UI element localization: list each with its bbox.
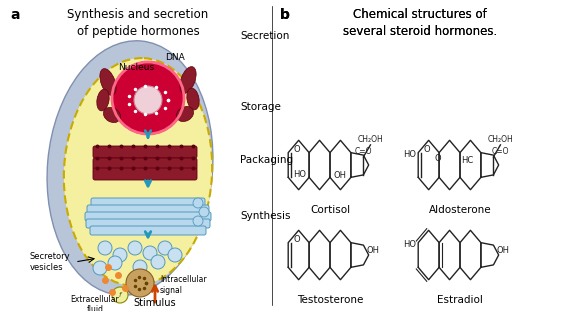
Circle shape xyxy=(143,246,157,260)
Text: O: O xyxy=(293,235,300,244)
Text: O: O xyxy=(293,145,300,154)
Ellipse shape xyxy=(64,58,212,286)
Text: Packaging: Packaging xyxy=(240,155,293,165)
Ellipse shape xyxy=(47,41,213,295)
Ellipse shape xyxy=(100,69,116,95)
Ellipse shape xyxy=(176,106,193,122)
Text: O: O xyxy=(435,154,442,163)
Circle shape xyxy=(126,269,154,297)
Text: HC: HC xyxy=(461,156,473,165)
Text: Chemical structures of
several steroid hormones.: Chemical structures of several steroid h… xyxy=(343,8,497,38)
FancyBboxPatch shape xyxy=(90,226,206,235)
Circle shape xyxy=(151,255,165,269)
Text: OH: OH xyxy=(366,246,379,255)
Text: O: O xyxy=(424,145,430,154)
Ellipse shape xyxy=(180,67,196,93)
Text: b: b xyxy=(280,8,290,22)
Circle shape xyxy=(113,248,127,262)
Ellipse shape xyxy=(97,89,109,111)
Text: Extracellular
fluid: Extracellular fluid xyxy=(71,295,120,311)
Circle shape xyxy=(168,248,182,262)
Text: CH₂OH: CH₂OH xyxy=(488,135,513,144)
Text: b: b xyxy=(280,8,290,22)
Circle shape xyxy=(193,198,203,208)
Text: Nucleus: Nucleus xyxy=(118,63,154,72)
Circle shape xyxy=(108,256,122,270)
Text: OH: OH xyxy=(497,246,509,255)
Text: OH: OH xyxy=(334,171,347,180)
Circle shape xyxy=(93,261,107,275)
Text: HO: HO xyxy=(293,170,306,179)
Circle shape xyxy=(112,287,128,303)
FancyBboxPatch shape xyxy=(93,146,197,158)
FancyBboxPatch shape xyxy=(93,168,197,180)
FancyBboxPatch shape xyxy=(87,205,209,214)
Text: Storage: Storage xyxy=(240,102,281,112)
Text: a: a xyxy=(10,8,19,22)
FancyBboxPatch shape xyxy=(91,198,205,207)
Text: C=O: C=O xyxy=(355,147,372,156)
Circle shape xyxy=(193,216,203,226)
Text: CH₂OH: CH₂OH xyxy=(358,135,383,144)
Text: Testosterone: Testosterone xyxy=(297,295,363,304)
Ellipse shape xyxy=(112,62,184,134)
Text: Secretion: Secretion xyxy=(240,31,289,41)
Ellipse shape xyxy=(103,107,121,123)
Text: f: f xyxy=(119,292,121,298)
Text: Stimulus: Stimulus xyxy=(134,298,176,308)
Circle shape xyxy=(158,241,172,255)
Text: HO: HO xyxy=(403,150,416,159)
Circle shape xyxy=(98,241,112,255)
Text: Intracellular
signal: Intracellular signal xyxy=(160,275,206,295)
Text: DNA: DNA xyxy=(165,53,185,62)
Text: Aldosterone: Aldosterone xyxy=(429,205,492,215)
Ellipse shape xyxy=(134,86,162,114)
Text: Cortisol: Cortisol xyxy=(310,205,350,215)
Text: HO: HO xyxy=(403,240,416,249)
Circle shape xyxy=(199,207,209,217)
Text: C=O: C=O xyxy=(492,147,509,156)
Text: Chemical structures of
several steroid hormones.: Chemical structures of several steroid h… xyxy=(343,8,497,38)
Text: Estradiol: Estradiol xyxy=(437,295,483,304)
Text: Secretory
vesicles: Secretory vesicles xyxy=(30,252,71,272)
FancyBboxPatch shape xyxy=(86,219,210,228)
Ellipse shape xyxy=(187,88,199,110)
Circle shape xyxy=(128,241,142,255)
Text: Synthesis: Synthesis xyxy=(240,211,290,221)
Text: Synthesis and secretion
of peptide hormones: Synthesis and secretion of peptide hormo… xyxy=(67,8,209,38)
FancyBboxPatch shape xyxy=(85,212,211,221)
FancyBboxPatch shape xyxy=(93,158,197,170)
Circle shape xyxy=(133,260,147,274)
